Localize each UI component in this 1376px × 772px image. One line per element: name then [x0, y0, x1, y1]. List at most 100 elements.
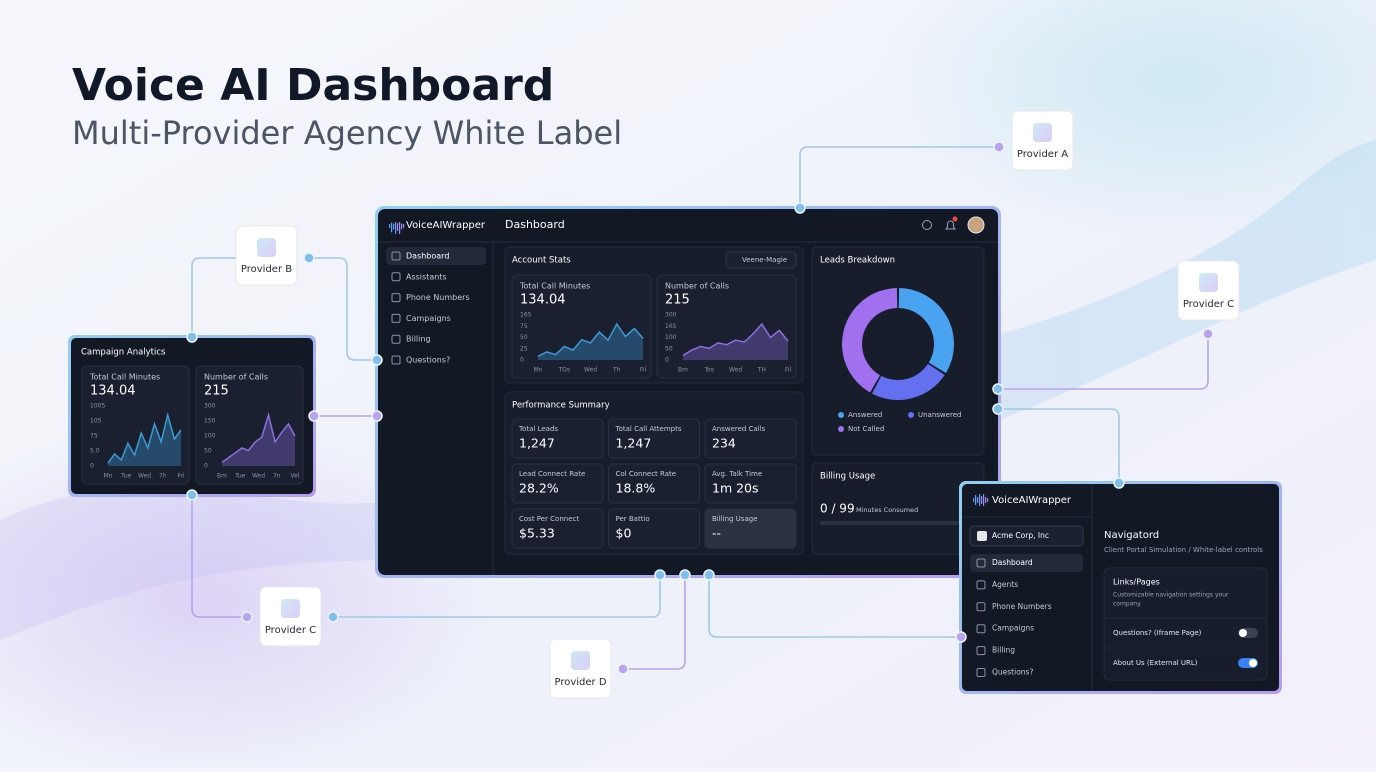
section-description: Customizable navigation settings your	[1113, 592, 1229, 599]
logo-bar	[393, 223, 395, 230]
connector-dot	[327, 611, 339, 623]
nav-item[interactable]: Billing	[406, 335, 431, 344]
x-tick-label: Fri	[177, 473, 184, 480]
provider-icon	[571, 651, 590, 670]
x-tick-label: Tue	[120, 473, 132, 480]
y-tick-label: 100	[665, 334, 677, 341]
nav-item[interactable]: Campaigns	[992, 624, 1034, 633]
y-tick-label: 5.0	[90, 448, 100, 455]
connector-dot	[794, 202, 806, 214]
section-title: Performance Summary	[512, 401, 610, 411]
toggle-knob	[1239, 629, 1247, 637]
billing-value: 0 / 99	[820, 502, 855, 516]
page-subtitle: Multi-Provider Agency White Label	[72, 114, 622, 152]
section-title: Account Stats	[512, 256, 571, 266]
logo-bar	[985, 497, 987, 503]
logo-bar	[975, 495, 977, 505]
nav-item[interactable]: Dashboard	[992, 558, 1033, 567]
connector-dot	[1202, 328, 1214, 340]
stat-value: 134.04	[520, 293, 566, 308]
stat-label: Answered Calls	[712, 425, 766, 433]
stat-value: 215	[204, 384, 229, 399]
nav-item[interactable]: Assistants	[406, 272, 447, 281]
stat-card	[704, 508, 797, 549]
y-tick-label: 25	[520, 345, 528, 352]
portal-subtitle: Client Portal Simulation / White-label c…	[1104, 546, 1263, 554]
nav-item[interactable]: Questions?	[406, 356, 450, 365]
nav-icon	[391, 272, 401, 282]
logo-bar	[399, 222, 401, 234]
x-tick-label: Vel	[291, 473, 300, 480]
stat-label: Total Call Attempts	[615, 425, 682, 433]
brand: VoiceAIWrapper	[992, 495, 1072, 506]
section-title: Campaign Analytics	[81, 348, 166, 358]
y-tick-label: 165	[665, 323, 677, 330]
account-name[interactable]: Acme Corp, Inc	[992, 531, 1049, 540]
stat-value: 18.8%	[616, 481, 656, 496]
y-tick-label: 300	[665, 312, 677, 319]
chart-card	[81, 365, 190, 485]
stat-value: 1,247	[616, 436, 652, 451]
nav-icon	[976, 668, 986, 677]
donut-segment	[872, 363, 945, 400]
stat-value: 28.2%	[519, 481, 559, 496]
y-tick-label: 0	[520, 357, 524, 364]
area	[683, 324, 788, 360]
x-tick-label: Bm	[217, 473, 227, 480]
stat-label: Total Leads	[518, 425, 558, 433]
x-tick-label: Wed	[138, 473, 151, 480]
connector-dot	[993, 141, 1005, 153]
nav-item[interactable]: Phone Numbers	[992, 602, 1052, 611]
y-tick-label: 75	[520, 323, 528, 330]
legend-label: Unanswered	[918, 411, 961, 419]
notification-dot	[952, 216, 958, 222]
toggle-knob	[1249, 659, 1257, 667]
nav-icon	[976, 580, 986, 590]
y-tick-label: 100	[204, 433, 216, 440]
x-tick-label: Mn	[104, 473, 113, 480]
legend-swatch	[838, 426, 844, 432]
stat-card	[608, 508, 700, 549]
line	[221, 412, 296, 464]
nav-item[interactable]: Questions?	[992, 668, 1033, 677]
stat-label: Number of Calls	[665, 282, 729, 291]
section	[1103, 567, 1268, 681]
stat-value: 234	[712, 436, 736, 451]
logo-bar	[973, 498, 975, 502]
stat-card	[608, 463, 700, 504]
section-title: Billing Usage	[820, 472, 875, 482]
nav-item[interactable]: Campaigns	[406, 314, 451, 323]
stat-value: $5.33	[519, 526, 555, 541]
nav-item[interactable]: Agents	[992, 580, 1018, 589]
nav-icon	[391, 355, 401, 365]
nav-icon	[391, 251, 401, 261]
connector-dot	[186, 489, 198, 501]
legend-label: Answered	[848, 411, 882, 419]
nav-item[interactable]: Phone Numbers	[406, 293, 470, 302]
progress-track	[820, 521, 970, 525]
page-heading: Dashboard	[505, 218, 565, 231]
y-tick-label: 50	[665, 345, 673, 352]
section-description: company.	[1113, 601, 1142, 608]
nav-icon	[391, 313, 401, 323]
stat-label: Avg. Talk Time	[712, 470, 762, 478]
x-tick-label: Tos	[704, 367, 714, 374]
nav-active	[970, 554, 1083, 572]
logo-bar	[391, 222, 393, 233]
section	[811, 246, 985, 456]
connector-dot	[992, 403, 1004, 415]
provider-icon	[257, 238, 276, 257]
connectors	[191, 146, 1209, 670]
x-tick-label: Tue	[234, 473, 246, 480]
provider-icon	[1199, 273, 1218, 292]
provider-label: Provider B	[241, 264, 292, 275]
wave	[0, 140, 1376, 640]
section-title: Links/Pages	[1113, 578, 1160, 587]
stat-label: Total Call Minutes	[519, 282, 590, 291]
legend-label: Not Called	[848, 425, 884, 433]
nav-item[interactable]: Billing	[992, 646, 1015, 655]
filter-label[interactable]: Veene-Magie	[742, 256, 787, 264]
x-tick-label: Wed	[584, 367, 597, 374]
nav-item[interactable]: Dashboard	[406, 252, 449, 261]
y-tick-label: 0	[204, 463, 208, 470]
